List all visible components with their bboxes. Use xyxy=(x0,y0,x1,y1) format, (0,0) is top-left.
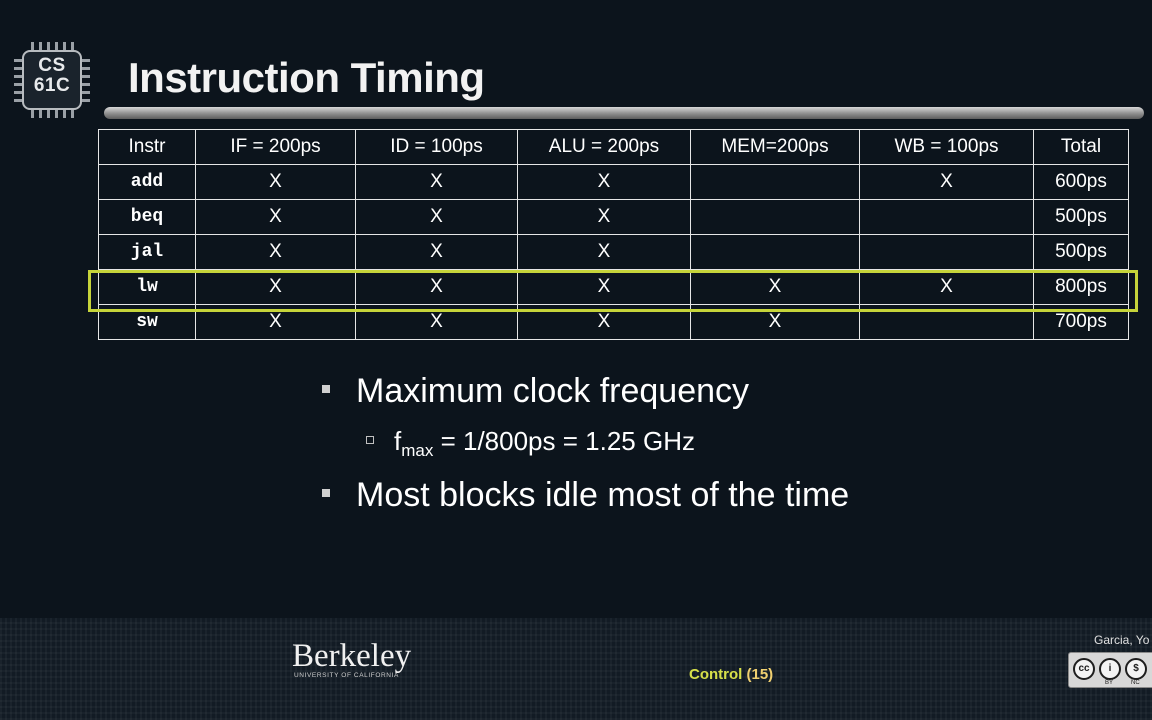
cell-alu: X xyxy=(517,234,691,270)
noncommercial-icon: $ xyxy=(1125,658,1147,680)
chip-pins-top xyxy=(28,42,76,50)
cell-total: 500ps xyxy=(1033,234,1129,270)
attribution-icon: i xyxy=(1099,658,1121,680)
chip-pins-right xyxy=(82,56,90,104)
cell-if: X xyxy=(195,234,356,270)
footer-author: Garcia, Yo xyxy=(1094,633,1150,647)
title-underline-bar xyxy=(104,107,1144,119)
section-name: Control xyxy=(689,666,743,683)
slide-title: Instruction Timing xyxy=(128,54,485,101)
highlight-box-lw-row xyxy=(88,270,1138,312)
cell-id: X xyxy=(355,164,518,200)
cell-total: 800ps xyxy=(1033,269,1129,305)
bullet-item: Maximum clock frequency xyxy=(322,372,1022,411)
header-id: ID = 100ps xyxy=(355,129,518,165)
header-mem: MEM=200ps xyxy=(690,129,860,165)
bullet-item: Most blocks idle most of the time xyxy=(322,476,1022,515)
cell-instr: jal xyxy=(98,234,196,270)
table-row: beq X X X 500ps xyxy=(98,199,1129,235)
table-header-row: Instr IF = 200ps ID = 100ps ALU = 200ps … xyxy=(98,129,1129,165)
sub-bullet-item: fmax = 1/800ps = 1.25 GHz xyxy=(366,426,966,461)
cell-instr: add xyxy=(98,164,196,200)
berkeley-wordmark: Berkeley xyxy=(292,638,412,674)
cell-id: X xyxy=(355,199,518,235)
chip-body xyxy=(22,50,82,110)
logo-line-1: CS xyxy=(38,55,66,76)
cell-mem xyxy=(690,234,860,270)
table-row: add X X X X 600ps xyxy=(98,164,1129,200)
cc-label-by: BY xyxy=(1105,680,1114,686)
cell-alu: X xyxy=(517,164,691,200)
header-alu: ALU = 200ps xyxy=(517,129,691,165)
footer-section-label: Control (15) xyxy=(689,666,773,683)
cell-mem xyxy=(690,164,860,200)
cell-instr: beq xyxy=(98,199,196,235)
cell-wb: X xyxy=(859,164,1034,200)
berkeley-subtitle: UNIVERSITY OF CALIFORNIA xyxy=(294,672,399,679)
sub-bullet-square-icon xyxy=(366,436,374,445)
header-total: Total xyxy=(1033,129,1129,165)
bullet-text: Maximum clock frequency xyxy=(356,372,750,410)
creative-commons-badge: cc i $ BY NC xyxy=(1068,652,1152,688)
header-instr: Instr xyxy=(98,129,196,165)
fmax-symbol: f xyxy=(394,426,402,456)
slide-number: (15) xyxy=(746,666,774,683)
cell-total: 600ps xyxy=(1033,164,1129,200)
cell-if: X xyxy=(195,199,356,235)
bullet-square-icon xyxy=(322,489,330,498)
cell-id: X xyxy=(355,234,518,270)
cc-icon: cc xyxy=(1073,658,1095,680)
chip-pins-bottom xyxy=(28,110,76,118)
logo-text: CS 61C xyxy=(22,56,82,96)
cell-instr: lw xyxy=(98,269,196,305)
table-row: jal X X X 500ps xyxy=(98,234,1129,270)
cs61c-logo: CS 61C xyxy=(12,40,92,120)
header-wb: WB = 100ps xyxy=(859,129,1034,165)
cell-if: X xyxy=(195,164,356,200)
cell-alu: X xyxy=(517,199,691,235)
cell-wb xyxy=(859,234,1034,270)
cell-wb xyxy=(859,199,1034,235)
fmax-subscript: max xyxy=(401,441,434,460)
bullet-text: Most blocks idle most of the time xyxy=(356,476,850,514)
bullet-square-icon xyxy=(322,385,330,394)
footer-band xyxy=(0,618,1152,720)
cell-mem xyxy=(690,199,860,235)
chip-pins-left xyxy=(14,56,22,104)
cc-label-nc: NC xyxy=(1131,680,1140,686)
fmax-formula: = 1/800ps = 1.25 GHz xyxy=(433,426,695,456)
cell-total: 500ps xyxy=(1033,199,1129,235)
logo-line-2: 61C xyxy=(33,75,71,96)
cell-mem: X xyxy=(690,269,860,305)
header-if: IF = 200ps xyxy=(195,129,356,165)
cell-wb: X xyxy=(859,269,1034,305)
